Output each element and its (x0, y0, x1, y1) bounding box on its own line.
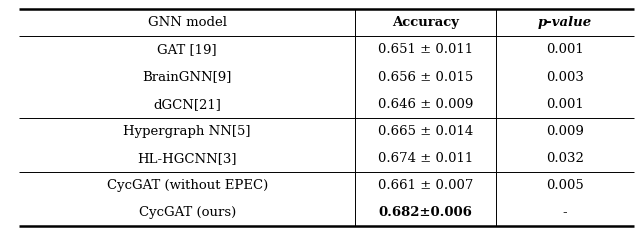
Text: GAT [19]: GAT [19] (157, 43, 217, 56)
Text: Hypergraph NN[5]: Hypergraph NN[5] (124, 125, 251, 138)
Text: BrainGNN[9]: BrainGNN[9] (143, 71, 232, 84)
Text: 0.656 ± 0.015: 0.656 ± 0.015 (378, 71, 473, 84)
Text: HL-HGCNN[3]: HL-HGCNN[3] (138, 152, 237, 165)
Text: 0.651 ± 0.011: 0.651 ± 0.011 (378, 43, 473, 56)
Text: 0.003: 0.003 (546, 71, 584, 84)
Text: GNN model: GNN model (148, 16, 227, 29)
Text: CycGAT (without EPEC): CycGAT (without EPEC) (107, 179, 268, 192)
Text: 0.665 ± 0.014: 0.665 ± 0.014 (378, 125, 473, 138)
Text: 0.661 ± 0.007: 0.661 ± 0.007 (378, 179, 474, 192)
Text: 0.646 ± 0.009: 0.646 ± 0.009 (378, 98, 474, 111)
Text: Accuracy: Accuracy (392, 16, 459, 29)
Text: dGCN[21]: dGCN[21] (153, 98, 221, 111)
Text: p-value: p-value (538, 16, 592, 29)
Text: 0.674 ± 0.011: 0.674 ± 0.011 (378, 152, 473, 165)
Text: 0.005: 0.005 (546, 179, 584, 192)
Text: CycGAT (ours): CycGAT (ours) (139, 206, 236, 219)
Text: 0.009: 0.009 (546, 125, 584, 138)
Text: 0.682±0.006: 0.682±0.006 (379, 206, 472, 219)
Text: 0.001: 0.001 (546, 98, 584, 111)
Text: 0.032: 0.032 (546, 152, 584, 165)
Text: 0.001: 0.001 (546, 43, 584, 56)
Text: -: - (563, 206, 567, 219)
